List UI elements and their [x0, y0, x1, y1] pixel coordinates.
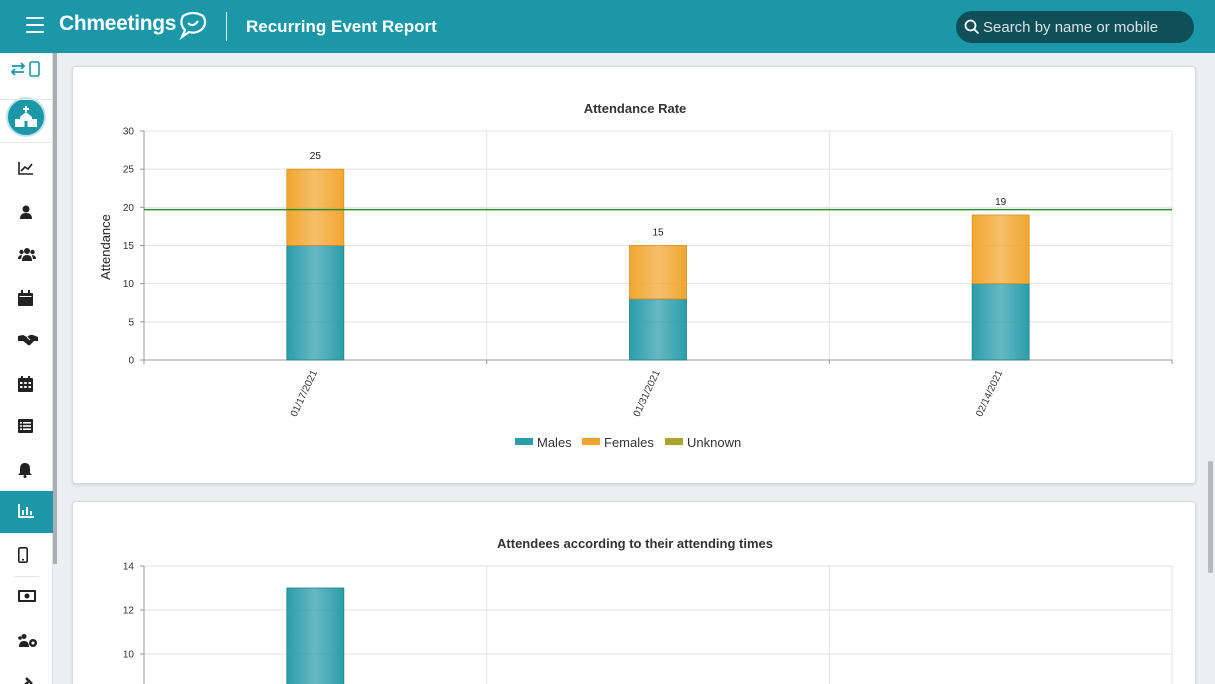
- bar: [286, 587, 345, 684]
- attendance-rate-card: Attendance Rate Attendance 0 5 10 15 20 25 30 25 0…: [72, 66, 1196, 484]
- calendar-grid-icon: [18, 376, 33, 392]
- y-axis-label: Attendance: [98, 214, 113, 280]
- page-scrollbar[interactable]: [1208, 461, 1213, 573]
- header-divider: [226, 12, 227, 41]
- app-logo[interactable]: Chmeetings: [59, 12, 177, 35]
- sidebar-item-person[interactable]: [0, 191, 53, 233]
- mobile-icon: [18, 547, 28, 563]
- people-gear-icon: [18, 634, 37, 647]
- y-tick-label: 12: [123, 606, 135, 617]
- chart-title: Attendees according to their attending t…: [497, 536, 773, 551]
- data-label: 19: [995, 197, 1007, 208]
- y-tick-label: 20: [123, 203, 135, 214]
- church-icon: [15, 106, 37, 127]
- sidebar-separator: [14, 576, 39, 577]
- legend-swatch-unknown: [665, 438, 683, 445]
- y-tick-label: 0: [128, 356, 134, 367]
- person-icon: [20, 205, 32, 219]
- legend-swatch-females: [582, 438, 600, 445]
- search-input[interactable]: [983, 16, 1183, 38]
- church-avatar[interactable]: [6, 97, 46, 137]
- sidebar-item-calendar[interactable]: [0, 363, 53, 405]
- sidebar-item-volunteers[interactable]: [0, 320, 53, 362]
- bar-females: [971, 214, 1030, 285]
- bar-males: [629, 298, 687, 361]
- sidebar-item-tools[interactable]: [0, 663, 53, 684]
- sidebar-item-reports[interactable]: [0, 491, 53, 533]
- sidebar-item-mobile[interactable]: [0, 534, 53, 576]
- data-label: 15: [652, 228, 664, 239]
- top-navigation-bar: Chmeetings Recurring Event Report: [0, 0, 1215, 53]
- list-icon: [18, 419, 33, 433]
- search-icon: [964, 19, 980, 35]
- y-tick-label: 10: [123, 279, 135, 290]
- page-title: Recurring Event Report: [246, 17, 437, 36]
- sidebar-separator: [0, 99, 53, 100]
- sidebar-item-forms[interactable]: [0, 406, 53, 448]
- money-icon: [18, 590, 36, 602]
- sidebar-item-notifications[interactable]: [0, 449, 53, 491]
- sidebar-separator: [0, 142, 53, 143]
- y-tick-label: 14: [123, 562, 135, 573]
- sidebar-item-dashboard[interactable]: [0, 148, 53, 190]
- y-tick-label: 15: [123, 241, 135, 252]
- x-tick-label: 01/17/2021: [289, 368, 320, 418]
- bar-females: [629, 245, 687, 300]
- sidebar-item-events[interactable]: [0, 277, 53, 319]
- x-tick-label: 01/31/2021: [632, 368, 663, 418]
- bell-icon: [18, 463, 32, 478]
- switch-device-icon[interactable]: [10, 61, 42, 77]
- line-chart-icon: [18, 162, 33, 175]
- y-tick-label: 30: [123, 127, 135, 138]
- bar-chart-icon: [18, 504, 34, 518]
- attendees-by-times-card: Attendees according to their attending t…: [72, 501, 1196, 684]
- legend-swatch-males: [515, 438, 533, 445]
- search-box[interactable]: [956, 11, 1194, 43]
- y-tick-label: 10: [123, 650, 135, 661]
- legend-label-females: Females: [604, 435, 654, 450]
- y-tick-label: 25: [123, 165, 135, 176]
- logo-bubble-icon: [179, 11, 207, 40]
- attendees-by-times-chart: Attendees according to their attending t…: [123, 536, 1173, 684]
- y-tick-label: 5: [128, 317, 134, 328]
- menu-icon[interactable]: [26, 17, 44, 33]
- bar-males: [971, 283, 1030, 361]
- attendance-rate-chart: Attendance Rate Attendance 0 5 10 15 20 25 30 25 0…: [98, 101, 1173, 450]
- bar-males: [286, 245, 345, 361]
- tools-icon: [24, 677, 33, 684]
- bar-females: [286, 168, 345, 246]
- x-tick-label: 02/14/2021: [974, 368, 1005, 418]
- handshake-icon: [18, 335, 38, 346]
- group-icon: [18, 248, 36, 261]
- sidebar-item-contributions[interactable]: [0, 577, 53, 619]
- legend-label-males: Males: [537, 435, 572, 450]
- legend-label-unknown: Unknown: [687, 435, 741, 450]
- sidebar-item-groups[interactable]: [0, 234, 53, 276]
- chart-title: Attendance Rate: [584, 101, 687, 116]
- sidebar-item-settings[interactable]: [0, 620, 53, 662]
- sidebar: [0, 53, 53, 684]
- data-label: 25: [310, 151, 322, 162]
- calendar-icon: [18, 290, 33, 306]
- sidebar-scrollbar[interactable]: [53, 53, 57, 564]
